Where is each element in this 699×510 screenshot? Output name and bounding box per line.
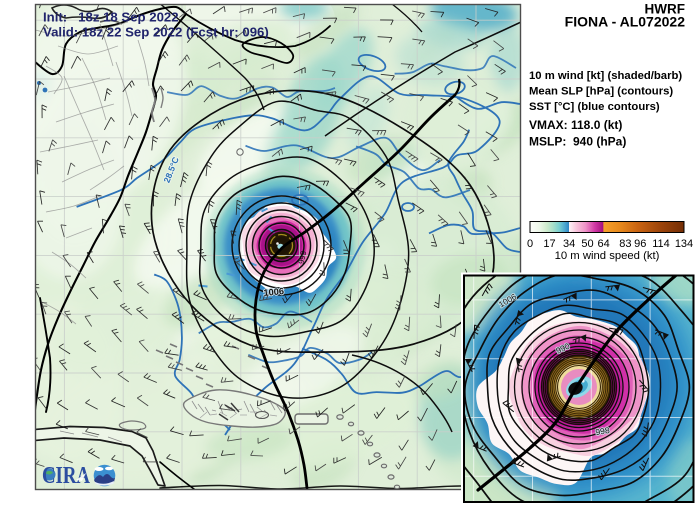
svg-text:10 m wind [kt] (shaded/barb): 10 m wind [kt] (shaded/barb)	[529, 70, 682, 82]
svg-text:Mean SLP [hPa] (contours): Mean SLP [hPa] (contours)	[529, 86, 673, 98]
svg-text:Init: 18z 18 Sep 2022: Init: 18z 18 Sep 2022	[43, 10, 179, 25]
svg-text:134: 134	[675, 238, 693, 250]
svg-text:96: 96	[634, 238, 646, 250]
svg-text:34: 34	[563, 238, 575, 250]
svg-text:VMAX: 118.0 (kt): VMAX: 118.0 (kt)	[529, 118, 622, 132]
svg-text:FIONA - AL072022: FIONA - AL072022	[565, 14, 686, 30]
svg-text:50: 50	[581, 238, 593, 250]
svg-text:Valid: 18z 22 Sep 2022 (Fcst h: Valid: 18z 22 Sep 2022 (Fcst hr: 096)	[43, 25, 269, 40]
svg-text:1006: 1006	[263, 286, 284, 298]
svg-text:17: 17	[543, 238, 555, 250]
svg-text:0: 0	[527, 238, 533, 250]
svg-text:10 m wind speed (kt): 10 m wind speed (kt)	[555, 250, 660, 262]
svg-text:114: 114	[652, 238, 670, 250]
svg-text:MSLP: 940 (hPa): MSLP: 940 (hPa)	[529, 135, 626, 149]
svg-text:64: 64	[597, 238, 609, 250]
svg-text:SST [°C] (blue contours): SST [°C] (blue contours)	[529, 101, 660, 113]
svg-text:83: 83	[619, 238, 631, 250]
